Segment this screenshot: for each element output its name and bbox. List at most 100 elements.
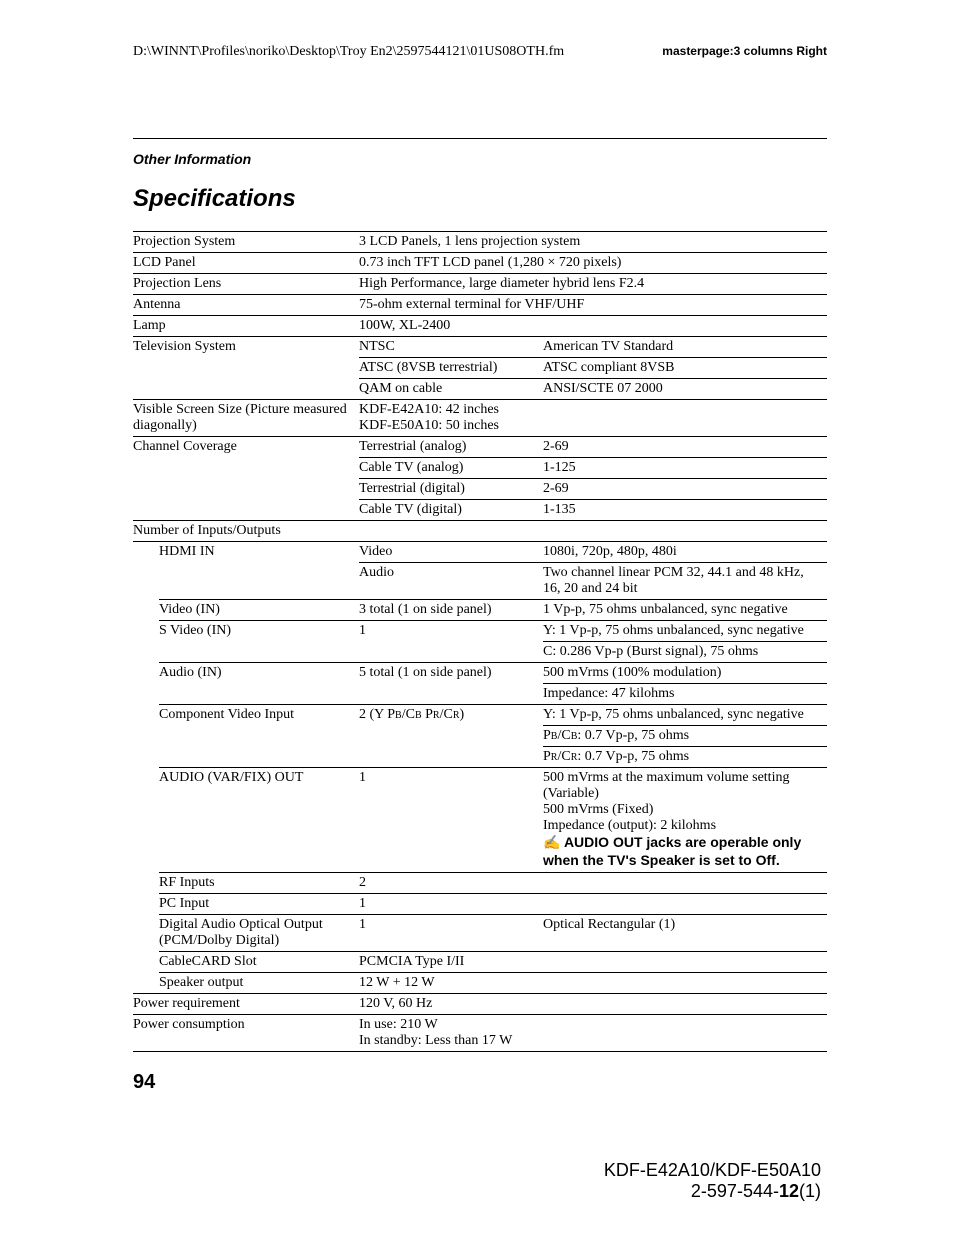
table-row: HDMI IN Video 1080i, 720p, 480p, 480i <box>133 542 827 563</box>
spec-value: Cable TV (digital) <box>359 500 543 521</box>
table-row: Audio (IN) 5 total (1 on side panel) 500… <box>133 663 827 684</box>
spec-label: Antenna <box>133 295 359 316</box>
table-row: Projection Lens High Performance, large … <box>133 274 827 295</box>
spec-value: ATSC compliant 8VSB <box>543 358 827 379</box>
spec-label: RF Inputs <box>159 873 359 894</box>
spec-value: High Performance, large diameter hybrid … <box>359 274 827 295</box>
spec-value: KDF-E42A10: 42 inches KDF-E50A10: 50 inc… <box>359 400 827 437</box>
spec-line: In use: 210 W <box>359 1017 438 1032</box>
spec-value: PCMCIA Type I/II <box>359 952 827 973</box>
spec-value: NTSC <box>359 337 543 358</box>
spec-value: 12 W + 12 W <box>359 973 827 994</box>
table-row: Power consumption In use: 210 W In stand… <box>133 1015 827 1052</box>
spec-line: KDF-E50A10: 50 inches <box>359 418 499 433</box>
section-label: Other Information <box>133 151 827 167</box>
table-row: Television System NTSC American TV Stand… <box>133 337 827 358</box>
spec-value: C: 0.286 Vp-p (Burst signal), 75 ohms <box>543 642 827 663</box>
table-row: Antenna 75-ohm external terminal for VHF… <box>133 295 827 316</box>
spec-value: Two channel linear PCM 32, 44.1 and 48 k… <box>543 563 827 600</box>
spec-value: 75-ohm external terminal for VHF/UHF <box>359 295 827 316</box>
spec-value: Y: 1 Vp-p, 75 ohms unbalanced, sync nega… <box>543 621 827 642</box>
spec-label: Speaker output <box>159 973 359 994</box>
spec-label: Lamp <box>133 316 359 337</box>
spec-table: Projection System 3 LCD Panels, 1 lens p… <box>133 231 827 1052</box>
spec-label: S Video (IN) <box>159 621 359 663</box>
header-path: D:\WINNT\Profiles\noriko\Desktop\Troy En… <box>133 44 564 60</box>
spec-line: KDF-E42A10: 42 inches <box>359 402 499 417</box>
spec-value: 0.73 inch TFT LCD panel (1,280 × 720 pix… <box>359 253 827 274</box>
page-number: 94 <box>133 1071 155 1094</box>
spec-label: Component Video Input <box>159 705 359 768</box>
spec-value: Terrestrial (analog) <box>359 437 543 458</box>
page-content: D:\WINNT\Profiles\noriko\Desktop\Troy En… <box>133 44 827 1052</box>
spec-value: PR/CR: 0.7 Vp-p, 75 ohms <box>543 747 827 768</box>
spec-value: 500 mVrms at the maximum volume setting … <box>543 768 827 873</box>
table-row: Projection System 3 LCD Panels, 1 lens p… <box>133 232 827 253</box>
table-row: S Video (IN) 1 Y: 1 Vp-p, 75 ohms unbala… <box>133 621 827 642</box>
header-rule <box>133 138 827 139</box>
spec-value: Terrestrial (digital) <box>359 479 543 500</box>
spec-value: 2-69 <box>543 437 827 458</box>
table-row: Component Video Input 2 (Y PB/CB PR/CR) … <box>133 705 827 726</box>
spec-value: Optical Rectangular (1) <box>543 915 827 952</box>
spec-value: 100W, XL-2400 <box>359 316 827 337</box>
spec-value: 3 LCD Panels, 1 lens projection system <box>359 232 827 253</box>
spec-label: Power requirement <box>133 994 359 1015</box>
spec-value: 1 <box>359 768 543 873</box>
footer-line1: KDF-E42A10/KDF-E50A10 <box>604 1160 821 1181</box>
table-row: Number of Inputs/Outputs <box>133 521 827 542</box>
table-row: CableCARD Slot PCMCIA Type I/II <box>133 952 827 973</box>
spec-line: In standby: Less than 17 W <box>359 1033 512 1048</box>
spec-value: Video <box>359 542 543 563</box>
footer: KDF-E42A10/KDF-E50A10 2-597-544-12(1) <box>604 1160 821 1202</box>
spec-value: 5 total (1 on side panel) <box>359 663 543 705</box>
spec-value: 2 (Y PB/CB PR/CR) <box>359 705 543 768</box>
spec-label: Visible Screen Size (Picture measured di… <box>133 400 359 437</box>
spec-value: 1 Vp-p, 75 ohms unbalanced, sync negativ… <box>543 600 827 621</box>
spec-value: 1 <box>359 621 543 663</box>
table-row: RF Inputs 2 <box>133 873 827 894</box>
spec-value: 2-69 <box>543 479 827 500</box>
spec-label: Projection Lens <box>133 274 359 295</box>
spec-value: QAM on cable <box>359 379 543 400</box>
spec-value: 120 V, 60 Hz <box>359 994 827 1015</box>
table-row: Digital Audio Optical Output (PCM/Dolby … <box>133 915 827 952</box>
spec-value: ATSC (8VSB terrestrial) <box>359 358 543 379</box>
note-icon: ✍ <box>543 834 560 850</box>
spec-label: Channel Coverage <box>133 437 359 521</box>
spec-value: ANSI/SCTE 07 2000 <box>543 379 827 400</box>
spec-label: HDMI IN <box>159 542 359 600</box>
spec-label: Number of Inputs/Outputs <box>133 521 827 542</box>
spec-value: 3 total (1 on side panel) <box>359 600 543 621</box>
footer-line2: 2-597-544-12(1) <box>604 1181 821 1202</box>
spec-value: PB/CB: 0.7 Vp-p, 75 ohms <box>543 726 827 747</box>
table-row: PC Input 1 <box>133 894 827 915</box>
spec-line: 500 mVrms at the maximum volume setting … <box>543 770 789 801</box>
table-row: Lamp 100W, XL-2400 <box>133 316 827 337</box>
spec-value: 2 <box>359 873 827 894</box>
spec-value: Y: 1 Vp-p, 75 ohms unbalanced, sync nega… <box>543 705 827 726</box>
table-row: Video (IN) 3 total (1 on side panel) 1 V… <box>133 600 827 621</box>
spec-value: 500 mVrms (100% modulation) <box>543 663 827 684</box>
spec-value: 1-125 <box>543 458 827 479</box>
spec-label: Television System <box>133 337 359 400</box>
spec-value: 1 <box>359 894 827 915</box>
spec-label: Power consumption <box>133 1015 359 1052</box>
spec-line: Impedance (output): 2 kilohms <box>543 818 716 833</box>
spec-value: Audio <box>359 563 543 600</box>
spec-label: Projection System <box>133 232 359 253</box>
spec-value: American TV Standard <box>543 337 827 358</box>
table-row: Visible Screen Size (Picture measured di… <box>133 400 827 437</box>
table-row: Power requirement 120 V, 60 Hz <box>133 994 827 1015</box>
spec-note: AUDIO OUT jacks are operable only when t… <box>543 834 801 868</box>
spec-label: PC Input <box>159 894 359 915</box>
spec-value: Impedance: 47 kilohms <box>543 684 827 705</box>
table-row: AUDIO (VAR/FIX) OUT 1 500 mVrms at the m… <box>133 768 827 873</box>
header-masterpage: masterpage:3 columns Right <box>662 44 827 60</box>
spec-label: Digital Audio Optical Output (PCM/Dolby … <box>159 915 359 952</box>
spec-label: AUDIO (VAR/FIX) OUT <box>159 768 359 873</box>
table-row: LCD Panel 0.73 inch TFT LCD panel (1,280… <box>133 253 827 274</box>
spec-label: LCD Panel <box>133 253 359 274</box>
page-title: Specifications <box>133 185 827 213</box>
spec-label: CableCARD Slot <box>159 952 359 973</box>
